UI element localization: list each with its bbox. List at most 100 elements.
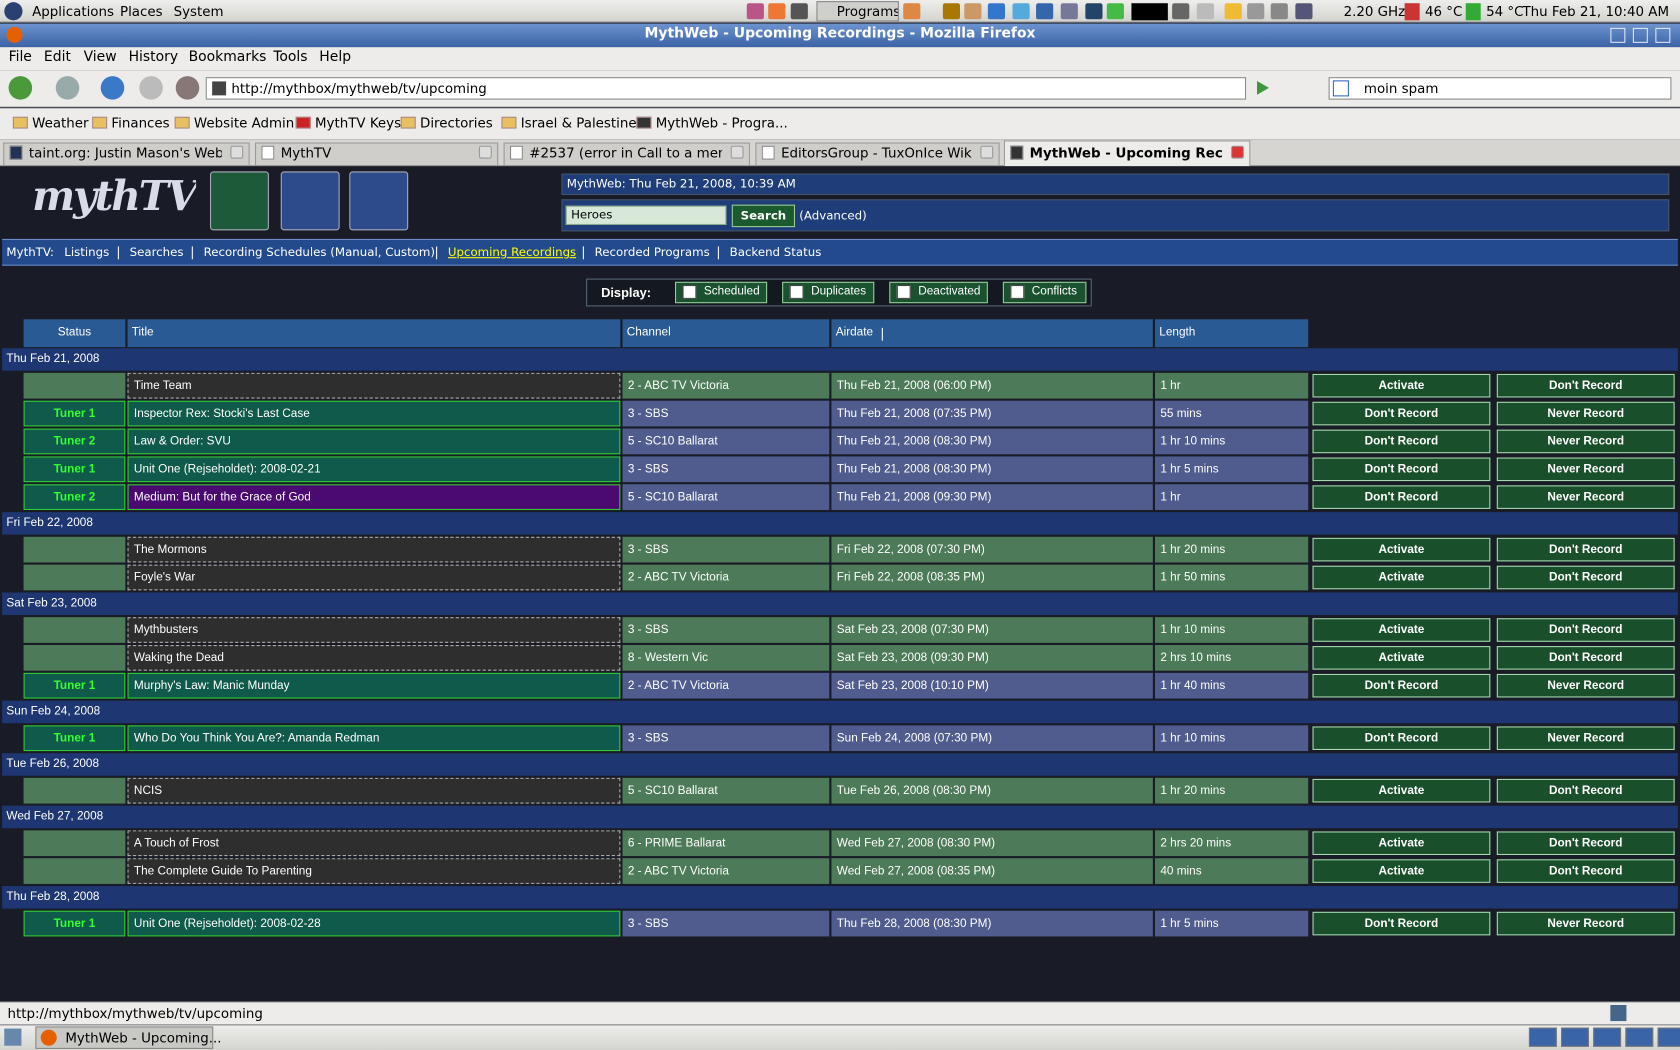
title-cell[interactable]: Inspector Rex: Stocki's Last Case xyxy=(127,400,621,427)
filter-toggle[interactable] xyxy=(782,281,875,304)
action-button[interactable]: Activate xyxy=(1312,618,1491,642)
bookmark[interactable]: Israel & Palestine xyxy=(520,114,637,131)
toolbar-button[interactable] xyxy=(175,76,200,100)
tray-icon[interactable] xyxy=(903,3,921,20)
action-button[interactable]: Activate xyxy=(1312,831,1491,856)
action-button[interactable]: Never Record xyxy=(1496,401,1675,426)
title-cell[interactable]: Mythbusters xyxy=(127,617,621,643)
tray-icon[interactable] xyxy=(1247,3,1265,20)
title-cell[interactable]: Unit One (Rejseholdet): 2008-02-28 xyxy=(127,910,621,937)
filter-toggle[interactable] xyxy=(889,281,988,304)
action-button[interactable]: Never Record xyxy=(1496,911,1675,936)
checkbox[interactable] xyxy=(896,285,911,299)
action-button[interactable]: Don't Record xyxy=(1496,859,1675,883)
tray-icon[interactable] xyxy=(964,3,982,20)
tray-icon[interactable] xyxy=(942,3,961,20)
tray-icon[interactable] xyxy=(1060,3,1078,20)
menu-item[interactable]: Tools xyxy=(273,49,308,66)
action-button[interactable]: Activate xyxy=(1312,537,1491,562)
workspace[interactable] xyxy=(1561,1027,1589,1047)
checkbox[interactable] xyxy=(682,285,697,299)
panel-menu[interactable]: System xyxy=(173,3,224,20)
tray-icon[interactable] xyxy=(1224,3,1242,20)
nav-link[interactable]: Backend Status xyxy=(729,245,822,260)
tab-label[interactable]: EditorsGroup - TuxOnIce Wiki xyxy=(781,144,972,161)
section-icon[interactable] xyxy=(349,171,409,231)
tray-icon[interactable] xyxy=(790,3,808,20)
action-button[interactable]: Activate xyxy=(1312,646,1491,670)
programs-button[interactable]: Programs xyxy=(816,1,899,22)
title-cell[interactable]: Law & Order: SVU xyxy=(127,428,621,455)
action-button[interactable]: Activate xyxy=(1312,373,1491,398)
column-header[interactable] xyxy=(831,319,1153,348)
window-control[interactable] xyxy=(1655,27,1671,43)
go-button[interactable] xyxy=(1257,81,1270,95)
checkbox[interactable] xyxy=(1010,285,1025,299)
tray-icon[interactable] xyxy=(1012,3,1030,20)
tab-close[interactable] xyxy=(478,145,492,159)
title-cell[interactable]: A Touch of Frost xyxy=(127,830,621,857)
tab[interactable] xyxy=(503,142,751,166)
tray-icon[interactable] xyxy=(987,3,1006,20)
action-button[interactable]: Don't Record xyxy=(1496,778,1675,803)
tab-label[interactable]: taint.org: Justin Mason's Webl... xyxy=(28,144,222,161)
tray-icon[interactable] xyxy=(1196,3,1214,20)
taskbar-button[interactable] xyxy=(35,1026,214,1049)
title-cell[interactable]: Time Team xyxy=(127,372,621,399)
bookmark[interactable]: MythTV Keys xyxy=(315,114,402,131)
workspace[interactable] xyxy=(1528,1027,1557,1047)
action-button[interactable]: Don't Record xyxy=(1496,537,1675,562)
menu-item[interactable]: Edit xyxy=(43,49,71,66)
tab[interactable] xyxy=(755,142,1000,166)
action-button[interactable]: Activate xyxy=(1312,778,1491,803)
action-button[interactable]: Don't Record xyxy=(1496,618,1675,642)
fedora-icon[interactable] xyxy=(4,2,23,21)
tray-icon[interactable] xyxy=(1085,3,1103,20)
window-control[interactable] xyxy=(1632,27,1648,43)
toolbar-button[interactable] xyxy=(139,76,163,100)
nav-link[interactable]: Recorded Programs xyxy=(594,245,710,260)
action-button[interactable]: Don't Record xyxy=(1496,646,1675,670)
tab[interactable] xyxy=(3,142,250,166)
tab-close[interactable] xyxy=(730,145,744,159)
filter-toggle[interactable] xyxy=(675,281,768,304)
tab-close[interactable] xyxy=(980,145,994,159)
menu-item[interactable]: File xyxy=(8,49,32,66)
action-button[interactable]: Don't Record xyxy=(1312,401,1491,426)
toolbar-button[interactable] xyxy=(55,76,80,100)
tab-label[interactable]: MythTV xyxy=(280,144,332,161)
title-cell[interactable]: Waking the Dead xyxy=(127,645,621,671)
nav-link[interactable]: Recording Schedules (Manual, Custom) xyxy=(203,245,435,260)
action-button[interactable]: Never Record xyxy=(1496,673,1675,698)
nav-link[interactable]: Listings xyxy=(64,245,110,260)
tray-icon[interactable] xyxy=(1172,3,1190,20)
action-button[interactable]: Don't Record xyxy=(1496,565,1675,590)
action-button[interactable]: Don't Record xyxy=(1312,673,1491,698)
show-desktop[interactable] xyxy=(4,1028,22,1046)
action-button[interactable]: Don't Record xyxy=(1312,911,1491,936)
section-icon[interactable] xyxy=(210,171,269,231)
nav-link[interactable]: Searches xyxy=(129,245,184,260)
section-icon[interactable] xyxy=(280,171,340,231)
action-button[interactable]: Activate xyxy=(1312,859,1491,883)
tray-icon[interactable] xyxy=(1106,3,1124,20)
tray-icon[interactable] xyxy=(768,3,786,20)
workspace[interactable] xyxy=(1657,1027,1680,1047)
action-button[interactable]: Don't Record xyxy=(1496,373,1675,398)
tray-icon[interactable] xyxy=(1036,3,1054,20)
action-button[interactable]: Don't Record xyxy=(1496,831,1675,856)
workspace[interactable] xyxy=(1625,1027,1654,1047)
checkbox[interactable] xyxy=(789,285,804,299)
bookmark[interactable]: Website Admin xyxy=(193,114,295,131)
action-button[interactable]: Don't Record xyxy=(1312,429,1491,454)
action-button[interactable]: Never Record xyxy=(1496,457,1675,482)
action-button[interactable]: Never Record xyxy=(1496,429,1675,454)
title-cell[interactable]: Foyle's War xyxy=(127,564,621,591)
search-input[interactable] xyxy=(565,205,727,226)
column-label[interactable]: Airdate xyxy=(835,325,874,339)
action-button[interactable]: Don't Record xyxy=(1312,726,1491,751)
tab-close[interactable] xyxy=(230,145,244,159)
action-button[interactable]: Activate xyxy=(1312,565,1491,590)
mythtv-logo[interactable]: mythTV xyxy=(32,171,197,220)
advanced-link[interactable]: (Advanced) xyxy=(799,208,867,223)
